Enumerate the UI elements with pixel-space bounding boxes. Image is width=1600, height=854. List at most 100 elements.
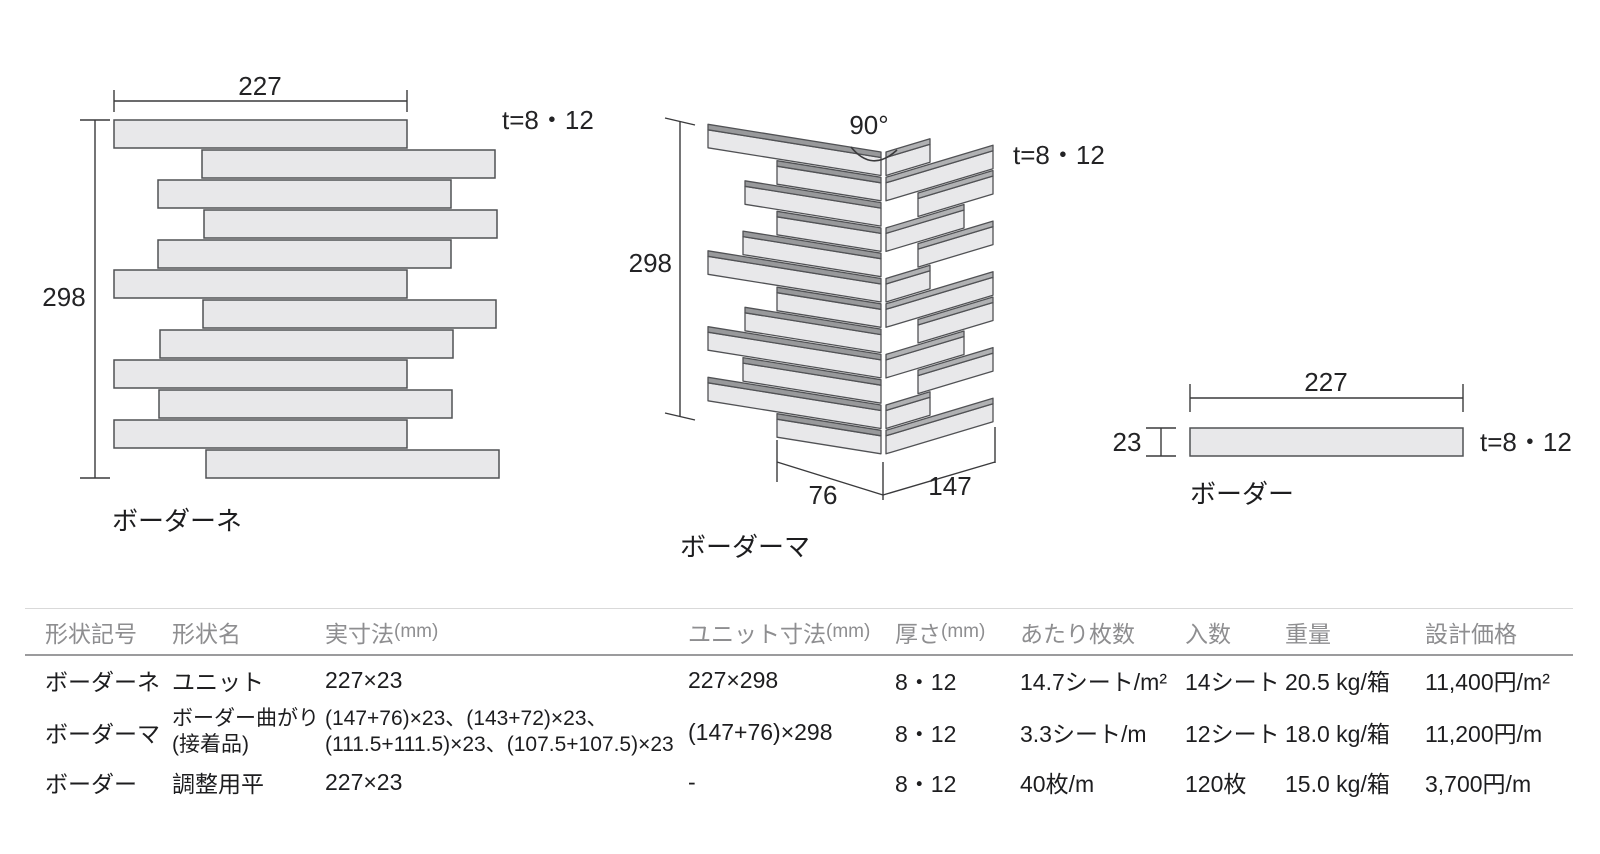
tile-slat-top bbox=[776, 286, 882, 310]
tile-slat-top bbox=[885, 144, 994, 184]
unit-bar bbox=[202, 299, 497, 329]
unit-thickness-label: t=8・12 bbox=[502, 105, 594, 135]
col-header-unit-size: ユニット寸法 (mm) bbox=[688, 609, 895, 656]
cell-actual: (147+76)×23、(143+72)×23、 (111.5+111.5)×23… bbox=[325, 707, 674, 756]
tile-slat-top bbox=[917, 296, 994, 326]
unit-width-dimension bbox=[113, 90, 408, 112]
unit-height-dimension bbox=[80, 119, 110, 479]
corner-shape-label: ボーダーマ bbox=[680, 532, 810, 562]
shape-diagrams: 227 298 t=8・12 ボーダーネ 298 90° t=8・ bbox=[42, 71, 1572, 562]
cell-pieces: 40枚/m bbox=[1020, 771, 1095, 797]
border-thickness-label: t=8・12 bbox=[1480, 427, 1572, 457]
unit-bar bbox=[157, 179, 452, 209]
border-diagram: 227 23 t=8・12 ボーダー bbox=[1113, 367, 1572, 509]
cell-weight: 20.5 kg/箱 bbox=[1285, 669, 1390, 695]
tile-slat-top bbox=[885, 330, 965, 361]
cell-name: ボーダー曲がり (接着品) bbox=[172, 707, 319, 756]
unit-bar bbox=[113, 119, 408, 149]
tile-slat-top bbox=[885, 203, 965, 235]
cell-qty: 14シート bbox=[1185, 669, 1280, 695]
cell-name: ユニット bbox=[172, 669, 264, 695]
corner-thickness-label: t=8・12 bbox=[1013, 140, 1105, 170]
unit-bar bbox=[159, 329, 454, 359]
border-height-dim-label: 23 bbox=[1113, 427, 1142, 457]
cell-unit_size: (147+76)×298 bbox=[688, 718, 833, 745]
unit-bar bbox=[203, 209, 498, 239]
tile-slat-top bbox=[744, 306, 882, 336]
cell-pieces: 14.7シート/m² bbox=[1020, 669, 1167, 695]
unit-bar bbox=[158, 389, 453, 419]
corner-height-dim-label: 298 bbox=[629, 248, 672, 278]
border-shape-label: ボーダー bbox=[1190, 479, 1294, 509]
unit-height-dim-label: 298 bbox=[42, 282, 85, 312]
cell-qty: 12シート bbox=[1185, 721, 1280, 747]
cell-code: ボーダーネ bbox=[45, 669, 160, 695]
tile-slat-top bbox=[917, 220, 994, 250]
tile-slat-top bbox=[885, 391, 931, 412]
unit-bars bbox=[113, 119, 500, 479]
cell-price: 3,700円/m bbox=[1425, 771, 1532, 797]
unit-bar bbox=[205, 449, 500, 479]
tile-slat-top bbox=[885, 397, 994, 437]
cell-unit_size: 227×298 bbox=[688, 666, 779, 693]
unit-bar bbox=[113, 359, 408, 389]
tile-slat-top bbox=[744, 180, 882, 209]
tile-slat-top bbox=[917, 346, 994, 377]
cell-price: 11,200円/m bbox=[1425, 721, 1543, 747]
tile-slat-top bbox=[707, 326, 882, 361]
cell-thickness: 8・12 bbox=[895, 669, 957, 695]
corner-diagram: 298 90° t=8・12 76 147 ボーダーマ bbox=[629, 110, 1105, 562]
cell-price: 11,400円/m² bbox=[1425, 669, 1550, 695]
corner-right-dim-label: 147 bbox=[928, 471, 971, 501]
cell-thickness: 8・12 bbox=[895, 771, 957, 797]
col-header-weight: 重量 bbox=[1285, 609, 1425, 656]
corner-base-dimensions bbox=[776, 427, 996, 500]
cell-weight: 18.0 kg/箱 bbox=[1285, 721, 1390, 747]
corner-left-wing bbox=[707, 123, 882, 455]
border-width-dimension bbox=[1189, 384, 1464, 412]
corner-left-dim-label: 76 bbox=[809, 480, 838, 510]
cell-actual: 227×23 bbox=[325, 768, 403, 795]
tile-slat-top bbox=[885, 264, 931, 285]
corner-angle-label: 90° bbox=[849, 110, 888, 140]
cell-qty: 120枚 bbox=[1185, 771, 1247, 797]
corner-height-dimension bbox=[664, 117, 696, 421]
corner-right-wing bbox=[885, 138, 994, 455]
tile-slat-top bbox=[707, 376, 882, 412]
col-header-pieces: あたり枚数 bbox=[1020, 609, 1185, 656]
tile-slat-top bbox=[885, 138, 931, 159]
cell-weight: 15.0 kg/箱 bbox=[1285, 771, 1390, 797]
tile-slat-top bbox=[776, 413, 882, 437]
cell-name: 調整用平 bbox=[172, 771, 264, 797]
unit-bar bbox=[201, 149, 496, 179]
spec-table: 形状記号 形状名 実寸法 (mm) ユニット寸法 (mm) 厚さ (mm) あたり枚数… bbox=[25, 608, 1573, 804]
tile-slat-top bbox=[885, 271, 994, 310]
unit-width-dim-label: 227 bbox=[238, 71, 281, 101]
tile-slat-top bbox=[742, 356, 882, 386]
border-width-dim-label: 227 bbox=[1304, 367, 1347, 397]
tile-slat-top bbox=[707, 123, 882, 159]
tile-slat-top bbox=[776, 210, 882, 235]
border-height-dimension bbox=[1146, 427, 1176, 457]
col-header-thickness: 厚さ (mm) bbox=[895, 609, 1020, 656]
unit-shape-label: ボーダーネ bbox=[112, 506, 242, 536]
unit-bar bbox=[157, 239, 452, 269]
tile-slat-top bbox=[742, 230, 882, 260]
border-tile bbox=[1189, 427, 1464, 457]
col-header-code: 形状記号 bbox=[25, 609, 172, 656]
tile-slat-top bbox=[707, 250, 882, 285]
col-header-name: 形状名 bbox=[172, 609, 325, 656]
corner-angle-arc bbox=[850, 146, 898, 162]
unit-bar bbox=[113, 419, 408, 449]
col-header-quantity: 入数 bbox=[1185, 609, 1285, 656]
cell-actual: 227×23 bbox=[325, 666, 403, 693]
col-header-price: 設計価格 bbox=[1425, 609, 1573, 656]
tile-slat-top bbox=[776, 160, 882, 184]
unit-bar bbox=[113, 269, 408, 299]
cell-code: ボーダー bbox=[45, 771, 137, 797]
tile-slat-top bbox=[917, 169, 994, 200]
cell-unit_size: - bbox=[688, 768, 696, 795]
cell-thickness: 8・12 bbox=[895, 721, 957, 747]
unit-diagram: 227 298 t=8・12 ボーダーネ bbox=[42, 71, 593, 536]
